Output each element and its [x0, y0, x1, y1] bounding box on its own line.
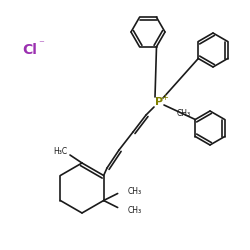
Text: CH₃: CH₃	[128, 187, 142, 196]
Text: H₃C: H₃C	[53, 148, 67, 156]
Text: +: +	[162, 92, 168, 102]
Text: CH₃: CH₃	[177, 110, 191, 118]
Text: Cl: Cl	[22, 43, 37, 57]
Text: ⁻: ⁻	[38, 39, 44, 49]
Text: P: P	[155, 97, 163, 107]
Text: CH₃: CH₃	[128, 206, 142, 215]
